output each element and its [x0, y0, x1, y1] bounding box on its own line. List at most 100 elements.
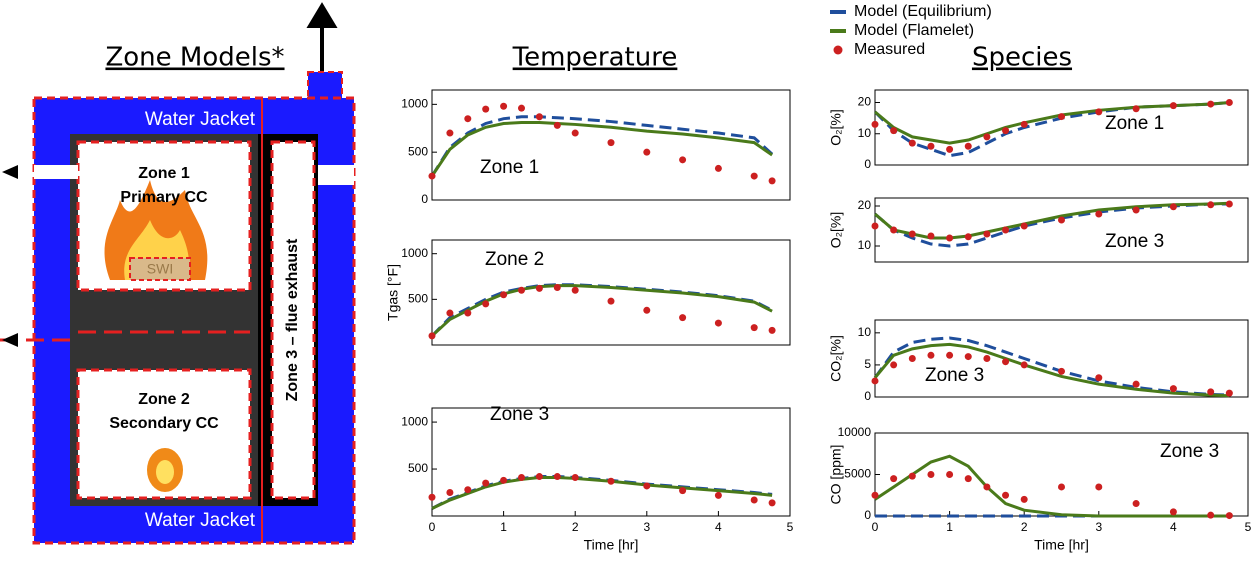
zone-label: Primary CC: [120, 189, 208, 206]
section-header: Temperature: [512, 43, 678, 73]
y-tick-label: 1000: [401, 246, 428, 260]
x-tick-label: 0: [872, 520, 879, 534]
y-axis-label: O₂[%]: [828, 109, 844, 146]
measured-point: [927, 232, 935, 240]
measured-point: [1058, 483, 1065, 491]
inlet-arrows: [2, 165, 18, 347]
measured-point: [964, 233, 972, 241]
x-tick-label: 3: [643, 520, 650, 534]
measured-point: [946, 351, 954, 359]
x-tick-label: 0: [429, 520, 436, 534]
zone-annotation: Zone 1: [480, 157, 539, 178]
y-axis-label: CO [ppm]: [828, 445, 844, 505]
zone-label: Zone 2: [138, 391, 190, 408]
measured-point: [500, 102, 508, 110]
diagram-title: Zone Models*: [105, 43, 284, 73]
x-tick-label: 5: [1245, 520, 1252, 534]
zone-label: Secondary CC: [109, 415, 219, 432]
measured-point: [1002, 226, 1010, 234]
measured-point: [768, 326, 776, 334]
measured-point: [679, 487, 687, 495]
model-line: [874, 101, 1230, 145]
measured-point: [464, 115, 472, 123]
measured-point: [535, 113, 543, 121]
x-tick-label: 5: [787, 520, 794, 534]
measured-point: [464, 309, 472, 317]
measured-point: [607, 297, 615, 305]
measured-point: [1002, 491, 1010, 499]
plot-frame: [874, 89, 1249, 166]
y-tick-label: 1000: [401, 97, 428, 111]
measured-point: [571, 286, 579, 294]
legend-swatch: [833, 45, 843, 55]
measured-point: [768, 177, 776, 185]
measured-point: [1132, 380, 1140, 388]
measured-point: [643, 306, 651, 314]
measured-point: [890, 361, 898, 369]
measured-point: [446, 489, 454, 497]
x-tick-label: 1: [946, 520, 953, 534]
measured-point: [500, 291, 508, 299]
logo: SWI: [147, 261, 173, 277]
y-tick-label: 10: [858, 238, 872, 252]
measured-point: [964, 353, 972, 361]
model-line: [430, 283, 773, 337]
zone-annotation: Zone 3: [925, 365, 984, 386]
measured-point: [946, 145, 954, 153]
zone3-box: [270, 140, 316, 500]
plot-frame: [431, 89, 791, 201]
measured-point: [482, 479, 490, 487]
measured-point: [946, 471, 954, 478]
measured-point: [607, 477, 615, 485]
y-tick-label: 0: [864, 508, 871, 522]
plot-frame: [431, 239, 791, 346]
measured-point: [482, 300, 490, 308]
measured-point: [1169, 102, 1177, 110]
y-tick-label: 5000: [844, 467, 871, 481]
zone-annotation: Zone 3: [490, 404, 549, 425]
measured-point: [1207, 511, 1215, 519]
plot-frame: [431, 407, 791, 517]
measured-point: [1225, 200, 1233, 208]
x-tick-label: 3: [1095, 520, 1102, 534]
zone-label: Zone 3 – flue exhaust: [284, 238, 301, 401]
exhaust-arrow: [306, 2, 338, 72]
measured-point: [1020, 361, 1028, 369]
zone-annotation: Zone 3: [1160, 441, 1219, 462]
section-header: Species: [972, 43, 1072, 73]
measured-point: [908, 139, 916, 147]
plot-frame: [874, 197, 1249, 263]
measured-point: [571, 473, 579, 481]
measured-point: [1169, 203, 1177, 211]
x-tick-label: 2: [1021, 520, 1028, 534]
measured-point: [1225, 389, 1233, 397]
measured-point: [983, 355, 991, 362]
y-tick-label: 10: [858, 325, 872, 339]
measured-point: [908, 472, 916, 480]
measured-point: [428, 172, 436, 180]
measured-point: [553, 473, 561, 481]
y-tick-label: 10000: [838, 425, 872, 439]
measured-point: [1002, 358, 1010, 366]
y-tick-label: 0: [864, 157, 871, 171]
measured-point: [518, 473, 525, 481]
measured-point: [679, 156, 687, 164]
y-tick-label: 500: [408, 292, 428, 306]
measured-point: [571, 129, 579, 137]
measured-point: [1207, 388, 1215, 396]
measured-point: [553, 283, 561, 291]
x-axis-label: Time [hr]: [1034, 537, 1089, 553]
zone-annotation: Zone 2: [485, 249, 544, 270]
measured-point: [983, 133, 991, 141]
legend-label: Model (Equilibrium): [854, 3, 992, 20]
logo-box: [129, 257, 191, 281]
measured-point: [983, 230, 991, 238]
measured-point: [714, 491, 722, 499]
measured-point: [535, 473, 543, 481]
measured-point: [750, 324, 758, 332]
model-line: [874, 454, 1230, 518]
zone-annotation: Zone 1: [1105, 113, 1164, 134]
measured-point: [908, 230, 916, 238]
measured-point: [1095, 210, 1103, 218]
